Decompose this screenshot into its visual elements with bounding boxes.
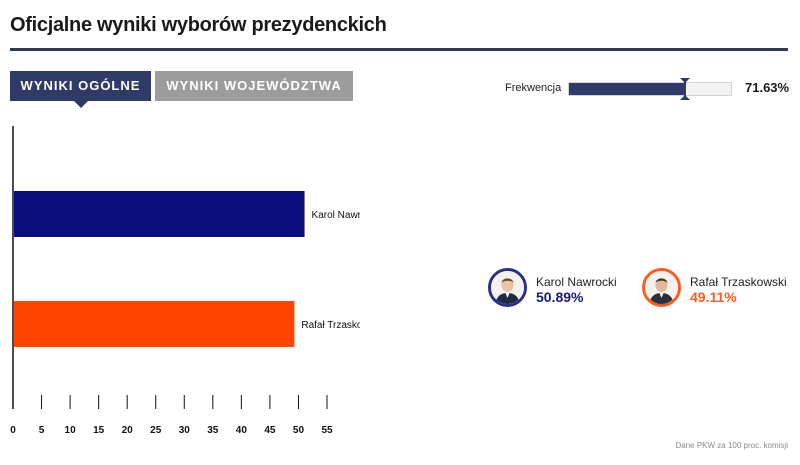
x-tick-label: 55 (321, 425, 333, 436)
turnout-label: Frekwencja (505, 82, 562, 94)
tab-overall-results[interactable]: WYNIKI OGÓLNE (10, 71, 151, 108)
turnout-marker-icon (680, 78, 691, 100)
x-tick-label: 20 (122, 425, 134, 436)
bar (14, 301, 295, 347)
results-bar-chart: Karol Nawrocki Rafał Trzaskowski 0 5 10 15 20 2… (10, 126, 360, 436)
candidate-name: Rafał Trzaskowski (690, 275, 787, 289)
candidate-percent: 49.11% (690, 289, 737, 305)
tab-voivodeship-results[interactable]: WYNIKI WOJEWÓDZTWA (155, 71, 353, 101)
candidate-portrait-icon (642, 268, 681, 307)
bar-label: Karol Nawrocki (312, 210, 360, 221)
x-tick-label: 15 (93, 425, 105, 436)
x-tick-label: 30 (179, 425, 191, 436)
bar-label: Rafał Trzaskowski (301, 320, 360, 331)
x-tick-label: 0 (10, 425, 16, 436)
turnout-value: 71.63% (745, 80, 790, 95)
source-note: Dane PKW za 100 proc. komisji (675, 441, 789, 450)
candidate-percent: 50.89% (536, 289, 584, 305)
x-tick-label: 5 (39, 425, 45, 436)
x-tick-label: 40 (236, 425, 248, 436)
x-tick-label: 10 (65, 425, 77, 436)
bar (14, 191, 305, 237)
turnout-bar-fill (569, 83, 686, 95)
x-tick-label: 45 (264, 425, 276, 436)
x-tick-label: 35 (207, 425, 219, 436)
page-title: Oficjalne wyniki wyborów prezydenckich (10, 14, 387, 36)
turnout-bar (568, 78, 732, 100)
candidate-name: Karol Nawrocki (536, 275, 617, 289)
title-divider (10, 48, 788, 51)
candidate-portrait-icon (488, 268, 527, 307)
x-tick-label: 50 (293, 425, 305, 436)
x-tick-label: 25 (150, 425, 162, 436)
